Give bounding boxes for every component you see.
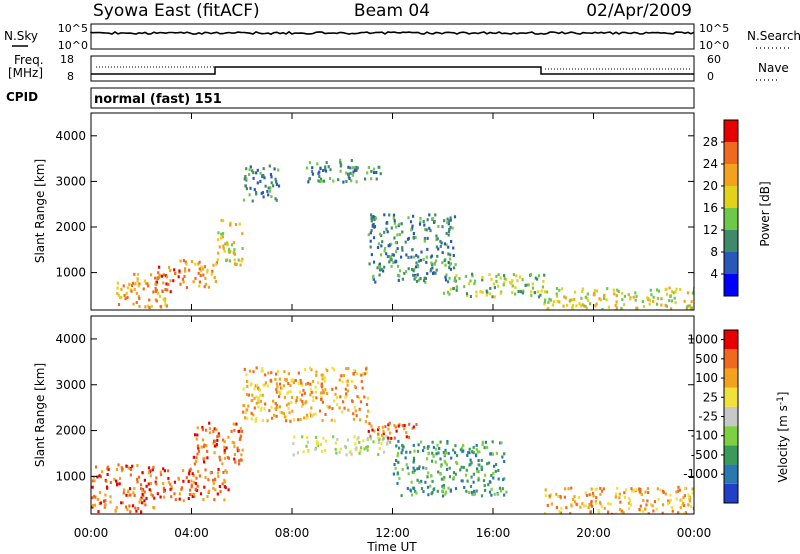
time-tick-5: 20:00 xyxy=(576,526,611,540)
velocity-cbar-tick-6: -500 xyxy=(691,448,718,462)
velocity-echo-region-6 xyxy=(392,439,508,498)
cpid-label: CPID xyxy=(6,90,38,104)
time-tick-1: 04:00 xyxy=(174,526,209,540)
power-echo-region-1 xyxy=(154,265,181,294)
power-echo-region-6 xyxy=(367,213,457,284)
freq-panel: Freq. [MHz] 18 8 60 0 Nave xyxy=(8,53,789,83)
velocity-cbar-swatch-5 xyxy=(724,387,738,407)
power-echo-region-3 xyxy=(216,218,244,267)
date-label: 02/Apr/2009 xyxy=(586,1,692,21)
velocity-cbar-swatch-0 xyxy=(724,483,738,503)
power-ytick-3: 4000 xyxy=(55,129,86,143)
velocity-echo-region-0 xyxy=(91,463,156,514)
power-echo-region-2 xyxy=(179,259,218,290)
velocity-ylabel: Slant Range [km] xyxy=(33,363,47,467)
velocity-panel: 1000 2000 3000 4000 Slant Range [km] 1000 50… xyxy=(33,113,790,554)
velocity-cbar-tick-5: -100 xyxy=(691,429,718,443)
power-cbar-swatch-2 xyxy=(724,230,738,252)
power-cbar-swatch-1 xyxy=(724,252,738,274)
freq-left-label-1: Freq. xyxy=(14,53,44,67)
velocity-cbar-label: Velocity [m s-1] xyxy=(776,392,790,483)
freq-right-label: Nave xyxy=(758,61,789,75)
time-tick-0: 00:00 xyxy=(74,526,109,540)
power-echo-region-7 xyxy=(443,272,546,299)
time-axis-label: Time UT xyxy=(366,540,417,554)
velocity-echo-region-5 xyxy=(367,421,418,440)
power-ytick-1: 2000 xyxy=(55,220,86,234)
power-cbar-tick-5: 24 xyxy=(703,157,718,171)
freq-left-label-2: [MHz] xyxy=(8,66,43,80)
freq-left-tick-top: 18 xyxy=(60,53,74,66)
power-cbar-label: Power [dB] xyxy=(758,181,772,246)
power-cbar-tick-4: 20 xyxy=(703,179,718,193)
power-ytick-2: 3000 xyxy=(55,174,86,188)
power-cbar-tick-2: 12 xyxy=(703,223,718,237)
power-echo-region-5 xyxy=(306,158,382,184)
power-cbar-tick-3: 16 xyxy=(703,201,718,215)
beam-label: Beam 04 xyxy=(354,1,430,21)
velocity-echo-region-1 xyxy=(154,467,230,503)
velocity-ytick-0: 1000 xyxy=(55,469,86,483)
noise-panel: N.Sky 10^5 10^0 10^5 10^0 N.Search xyxy=(4,22,800,52)
cpid-value: normal (fast) 151 xyxy=(94,92,222,107)
power-cbar-tick-6: 28 xyxy=(703,135,718,149)
velocity-cbar-tick-4: -25 xyxy=(698,410,718,424)
noise-sky-trace xyxy=(90,30,695,35)
noise-left-tick-bottom: 10^0 xyxy=(58,39,88,52)
velocity-echo-region-3 xyxy=(242,366,370,424)
figure-title: Syowa East (fitACF) xyxy=(93,1,260,21)
power-cbar-swatch-6 xyxy=(724,142,738,164)
time-tick-6: 00:00 xyxy=(677,526,712,540)
velocity-cbar-swatch-8 xyxy=(724,330,738,350)
freq-right-tick-bottom: 0 xyxy=(707,70,714,83)
power-cbar-swatch-5 xyxy=(724,164,738,186)
velocity-echo-region-7 xyxy=(543,485,694,514)
freq-right-tick-top: 60 xyxy=(707,53,721,66)
velocity-cbar-swatch-2 xyxy=(724,445,738,465)
velocity-cbar-swatch-4 xyxy=(724,406,738,427)
power-cbar-tick-1: 8 xyxy=(710,245,718,259)
velocity-cbar-tick-7: -1000 xyxy=(683,467,718,481)
velocity-ytick-3: 4000 xyxy=(55,332,86,346)
velocity-echo-region-2 xyxy=(192,421,244,466)
power-echo-region-4 xyxy=(242,164,281,203)
noise-right-tick-bottom: 10^0 xyxy=(699,39,729,52)
velocity-cbar-tick-0: 1000 xyxy=(687,333,718,347)
noise-right-tick-top: 10^5 xyxy=(699,22,729,35)
noise-right-label: N.Search xyxy=(747,29,800,43)
freq-trace xyxy=(91,66,694,75)
power-echo-region-0 xyxy=(116,272,169,310)
power-cbar-swatch-7 xyxy=(724,120,738,142)
power-ytick-0: 1000 xyxy=(55,266,86,280)
power-cbar-swatch-3 xyxy=(724,208,738,230)
velocity-cbar-swatch-1 xyxy=(724,464,738,484)
cpid-panel: CPID normal (fast) 151 xyxy=(6,87,695,109)
time-tick-2: 08:00 xyxy=(275,526,310,540)
velocity-cbar-swatch-7 xyxy=(724,349,738,369)
noise-left-tick-top: 10^5 xyxy=(58,22,88,35)
velocity-cbar-tick-2: 100 xyxy=(695,371,718,385)
velocity-cbar-tick-1: 500 xyxy=(695,352,718,366)
velocity-cbar-tick-3: 25 xyxy=(703,390,718,404)
time-tick-3: 12:00 xyxy=(375,526,410,540)
power-echo-region-8 xyxy=(543,286,694,310)
power-ylabel: Slant Range [km] xyxy=(33,159,47,263)
velocity-echo-region-4 xyxy=(292,435,392,457)
power-panel: 1000 2000 3000 4000 Slant Range [km] 4 8 12 16… xyxy=(33,112,772,311)
velocity-ytick-1: 2000 xyxy=(55,424,86,438)
power-cbar-swatch-4 xyxy=(724,186,738,208)
power-cbar-tick-0: 4 xyxy=(710,267,718,281)
velocity-cbar-swatch-6 xyxy=(724,368,738,388)
noise-left-label: N.Sky xyxy=(4,29,38,43)
freq-left-tick-bottom: 8 xyxy=(67,70,74,83)
time-tick-4: 16:00 xyxy=(476,526,511,540)
power-cbar-swatch-0 xyxy=(724,274,738,296)
velocity-ytick-2: 3000 xyxy=(55,378,86,392)
velocity-cbar-swatch-3 xyxy=(724,426,738,446)
